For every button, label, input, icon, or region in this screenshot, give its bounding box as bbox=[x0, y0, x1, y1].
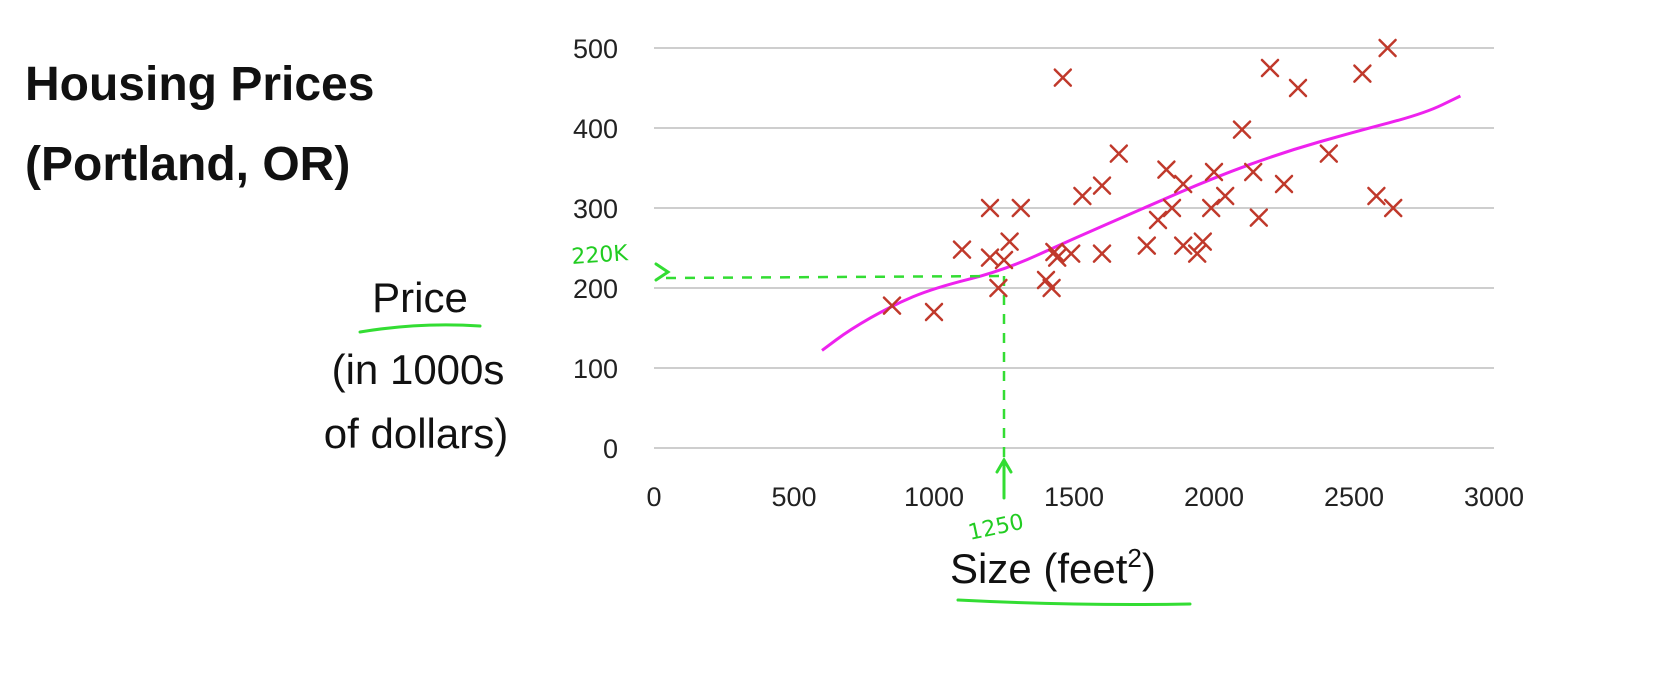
data-point-7 bbox=[1000, 232, 1019, 251]
x-tick-label-0: 0 bbox=[646, 482, 661, 512]
x-tick-label-2000: 2000 bbox=[1184, 482, 1244, 512]
data-point-20 bbox=[1148, 210, 1168, 230]
x-tick-label-2500: 2500 bbox=[1324, 482, 1384, 512]
y-tick-label-400: 400 bbox=[573, 114, 618, 144]
chart-subtitle: (Portland, OR) bbox=[25, 138, 350, 191]
data-point-37 bbox=[1353, 64, 1372, 83]
data-point-25 bbox=[1187, 244, 1207, 263]
data-point-40 bbox=[1383, 198, 1403, 218]
data-point-8 bbox=[1011, 198, 1031, 218]
data-point-15 bbox=[1073, 186, 1092, 206]
x-axis-label: Size (feet2) bbox=[950, 543, 1156, 592]
data-point-36 bbox=[1319, 144, 1339, 163]
data-point-35 bbox=[1288, 78, 1308, 98]
x-label-underline bbox=[956, 598, 1192, 606]
data-point-21 bbox=[1157, 160, 1176, 179]
y-tick-label-300: 300 bbox=[573, 194, 618, 224]
annotation-y-label: 220K bbox=[571, 241, 630, 270]
y-label-underline bbox=[358, 323, 482, 334]
chart-title: Housing Prices bbox=[25, 58, 374, 111]
grid-lines bbox=[654, 47, 1494, 449]
y-axis-label-line-3: of dollars) bbox=[324, 410, 508, 457]
x-tick-labels: 0 500 1000 1500 2000 2500 3000 bbox=[646, 482, 1524, 512]
data-point-24 bbox=[1173, 236, 1193, 255]
data-point-38 bbox=[1367, 186, 1386, 206]
x-axis-label-superscript: 2 bbox=[1127, 543, 1141, 573]
y-axis-label-line-1: Price bbox=[372, 274, 468, 321]
data-point-9 bbox=[1036, 270, 1056, 290]
horizontal-guide-line bbox=[665, 274, 1005, 280]
data-point-29 bbox=[1215, 186, 1235, 206]
data-point-23 bbox=[1173, 174, 1193, 194]
y-tick-label-100: 100 bbox=[573, 354, 618, 384]
data-point-18 bbox=[1109, 144, 1129, 163]
y-tick-label-200: 200 bbox=[573, 274, 618, 304]
data-point-19 bbox=[1137, 236, 1157, 255]
data-point-31 bbox=[1243, 162, 1263, 182]
regression-fit-line bbox=[821, 94, 1462, 352]
data-point-13 bbox=[1053, 68, 1073, 87]
data-point-14 bbox=[1061, 244, 1081, 263]
data-point-34 bbox=[1274, 174, 1294, 194]
data-point-27 bbox=[1201, 198, 1221, 218]
data-point-26 bbox=[1193, 232, 1213, 251]
x-tick-label-1000: 1000 bbox=[904, 482, 964, 512]
data-point-39 bbox=[1378, 38, 1397, 58]
data-point-16 bbox=[1092, 176, 1112, 195]
data-point-28 bbox=[1204, 162, 1224, 182]
data-point-10 bbox=[1042, 278, 1061, 298]
data-point-11 bbox=[1045, 242, 1064, 262]
y-tick-labels: 0 100 200 300 400 500 bbox=[573, 34, 618, 464]
annotation-x-label: 1250 bbox=[966, 510, 1026, 546]
y-axis-label-line-2: (in 1000s bbox=[332, 346, 505, 393]
data-point-1 bbox=[924, 302, 944, 322]
data-point-5 bbox=[989, 278, 1008, 298]
data-point-3 bbox=[980, 198, 1000, 218]
y-value-bracket bbox=[654, 262, 671, 282]
x-axis-label-main: Size (feet bbox=[950, 545, 1128, 592]
y-tick-label-500: 500 bbox=[573, 34, 618, 64]
data-point-30 bbox=[1232, 120, 1252, 139]
data-point-17 bbox=[1092, 244, 1112, 263]
data-point-2 bbox=[952, 240, 972, 259]
data-point-32 bbox=[1249, 208, 1269, 227]
x-tick-label-3000: 3000 bbox=[1464, 482, 1524, 512]
data-point-33 bbox=[1260, 58, 1280, 78]
x-value-arrow-head bbox=[995, 457, 1013, 474]
x-axis-label-close: ) bbox=[1142, 545, 1156, 592]
data-points bbox=[882, 38, 1403, 322]
data-point-12 bbox=[1047, 248, 1067, 267]
prediction-annotation bbox=[654, 262, 1013, 500]
x-tick-label-1500: 1500 bbox=[1044, 482, 1104, 512]
y-tick-label-0: 0 bbox=[603, 434, 618, 464]
data-point-22 bbox=[1162, 198, 1182, 218]
data-point-6 bbox=[994, 250, 1014, 270]
data-point-0 bbox=[882, 296, 902, 315]
x-tick-label-500: 500 bbox=[771, 482, 816, 512]
